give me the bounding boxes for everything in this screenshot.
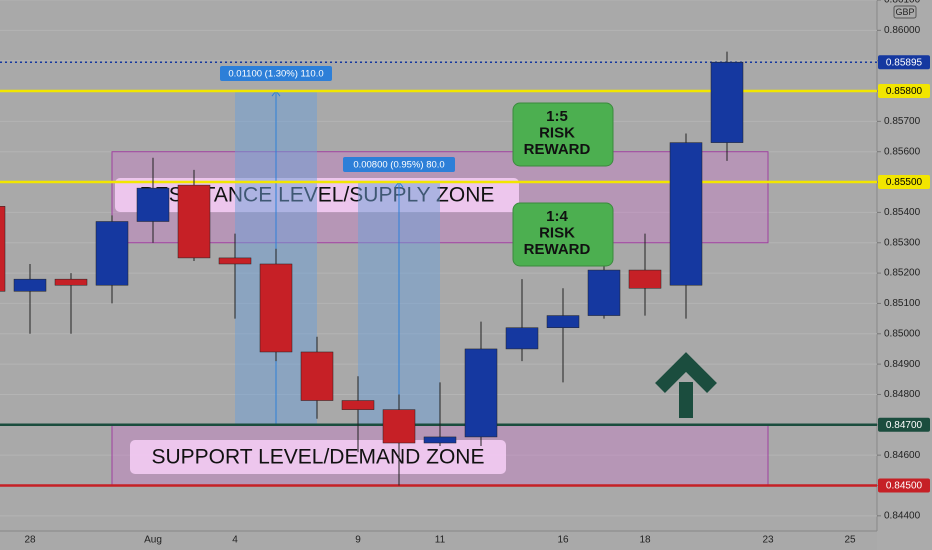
y-tick-label: 0.85700: [884, 116, 921, 127]
risk-reward-text: REWARD: [524, 141, 591, 158]
risk-reward-box: [512, 202, 614, 267]
candle-body: [587, 269, 621, 316]
x-tick-label: 25: [844, 535, 856, 546]
candle-body: [177, 184, 211, 259]
candle-body: [464, 348, 498, 438]
candle-body: [54, 278, 88, 286]
y-tick-label: 0.86000: [884, 25, 921, 36]
y-tick-label: 0.85000: [884, 328, 921, 339]
zone-label: SUPPORT LEVEL/DEMAND ZONE: [152, 446, 485, 469]
candle-body: [546, 315, 580, 328]
level-badge: [878, 84, 930, 99]
risk-reward-text: 1:5: [546, 108, 568, 125]
y-tick-label: 0.85400: [884, 207, 921, 218]
x-tick-label: 11: [435, 535, 446, 546]
candle-body: [136, 187, 170, 222]
x-tick-label: Aug: [144, 535, 162, 546]
x-tick-label: 9: [355, 535, 361, 546]
level-badge: [878, 175, 930, 190]
y-tick-label: 0.85200: [884, 268, 921, 279]
measures: 0.01100 (1.30%) 110.0 0.00800 (0.95%) 80.…: [220, 66, 455, 425]
candle-body: [0, 206, 6, 292]
measure-label-box: [343, 157, 455, 173]
risk-reward-text: REWARD: [524, 241, 591, 258]
risk-reward-text: RISK: [539, 124, 575, 141]
candle-body: [669, 142, 703, 286]
x-tick-label: 28: [24, 535, 36, 546]
currency-label: GBP: [895, 7, 914, 17]
candle-body: [259, 263, 293, 353]
axes: 0.861000.860000.859000.858000.857000.856…: [24, 0, 930, 546]
candle-body: [300, 351, 334, 401]
up-arrow: [655, 352, 717, 418]
candles: [0, 51, 744, 486]
level-badge: [878, 478, 930, 493]
level-label: 0.84700: [886, 420, 923, 431]
level-badge: [878, 55, 930, 70]
x-tick-label: 23: [762, 535, 774, 546]
x-tick-label: 16: [557, 535, 569, 546]
measure-label: 0.01100 (1.30%) 110.0: [228, 69, 323, 80]
candle-body: [423, 436, 457, 444]
candle-body: [382, 409, 416, 444]
y-tick-label: 0.85300: [884, 237, 921, 248]
level-badge: [878, 417, 930, 432]
candle-body: [95, 221, 129, 286]
y-tick-label: 0.84600: [884, 450, 921, 461]
level-label: 0.84500: [886, 481, 923, 492]
candle-body: [628, 269, 662, 289]
zone-label-box: [130, 440, 506, 474]
risk-reward-text: 1:4: [546, 208, 568, 225]
candle-body: [218, 257, 252, 265]
x-tick-label: 18: [639, 535, 651, 546]
currency-badge: [893, 5, 917, 19]
y-tick-label: 0.84800: [884, 389, 921, 400]
risk-reward-box: [512, 102, 614, 167]
measure-label-box: [220, 66, 332, 82]
candle-body: [13, 278, 47, 292]
y-tick-label: 0.84900: [884, 359, 921, 370]
candle-body: [710, 61, 744, 143]
x-tick-label: 4: [232, 535, 238, 546]
y-tick-label: 0.85100: [884, 298, 921, 309]
level-label: 0.85800: [886, 86, 923, 97]
measure-label: 0.00800 (0.95%) 80.0: [353, 160, 444, 171]
y-tick-label: 0.86100: [884, 0, 921, 6]
risk-reward-text: RISK: [539, 224, 575, 241]
level-label: 0.85895: [886, 57, 923, 68]
y-tick-label: 0.84400: [884, 510, 921, 521]
level-label: 0.85500: [886, 177, 923, 188]
y-tick-label: 0.85600: [884, 146, 921, 157]
candle-body: [505, 327, 539, 350]
candle-body: [341, 400, 375, 410]
